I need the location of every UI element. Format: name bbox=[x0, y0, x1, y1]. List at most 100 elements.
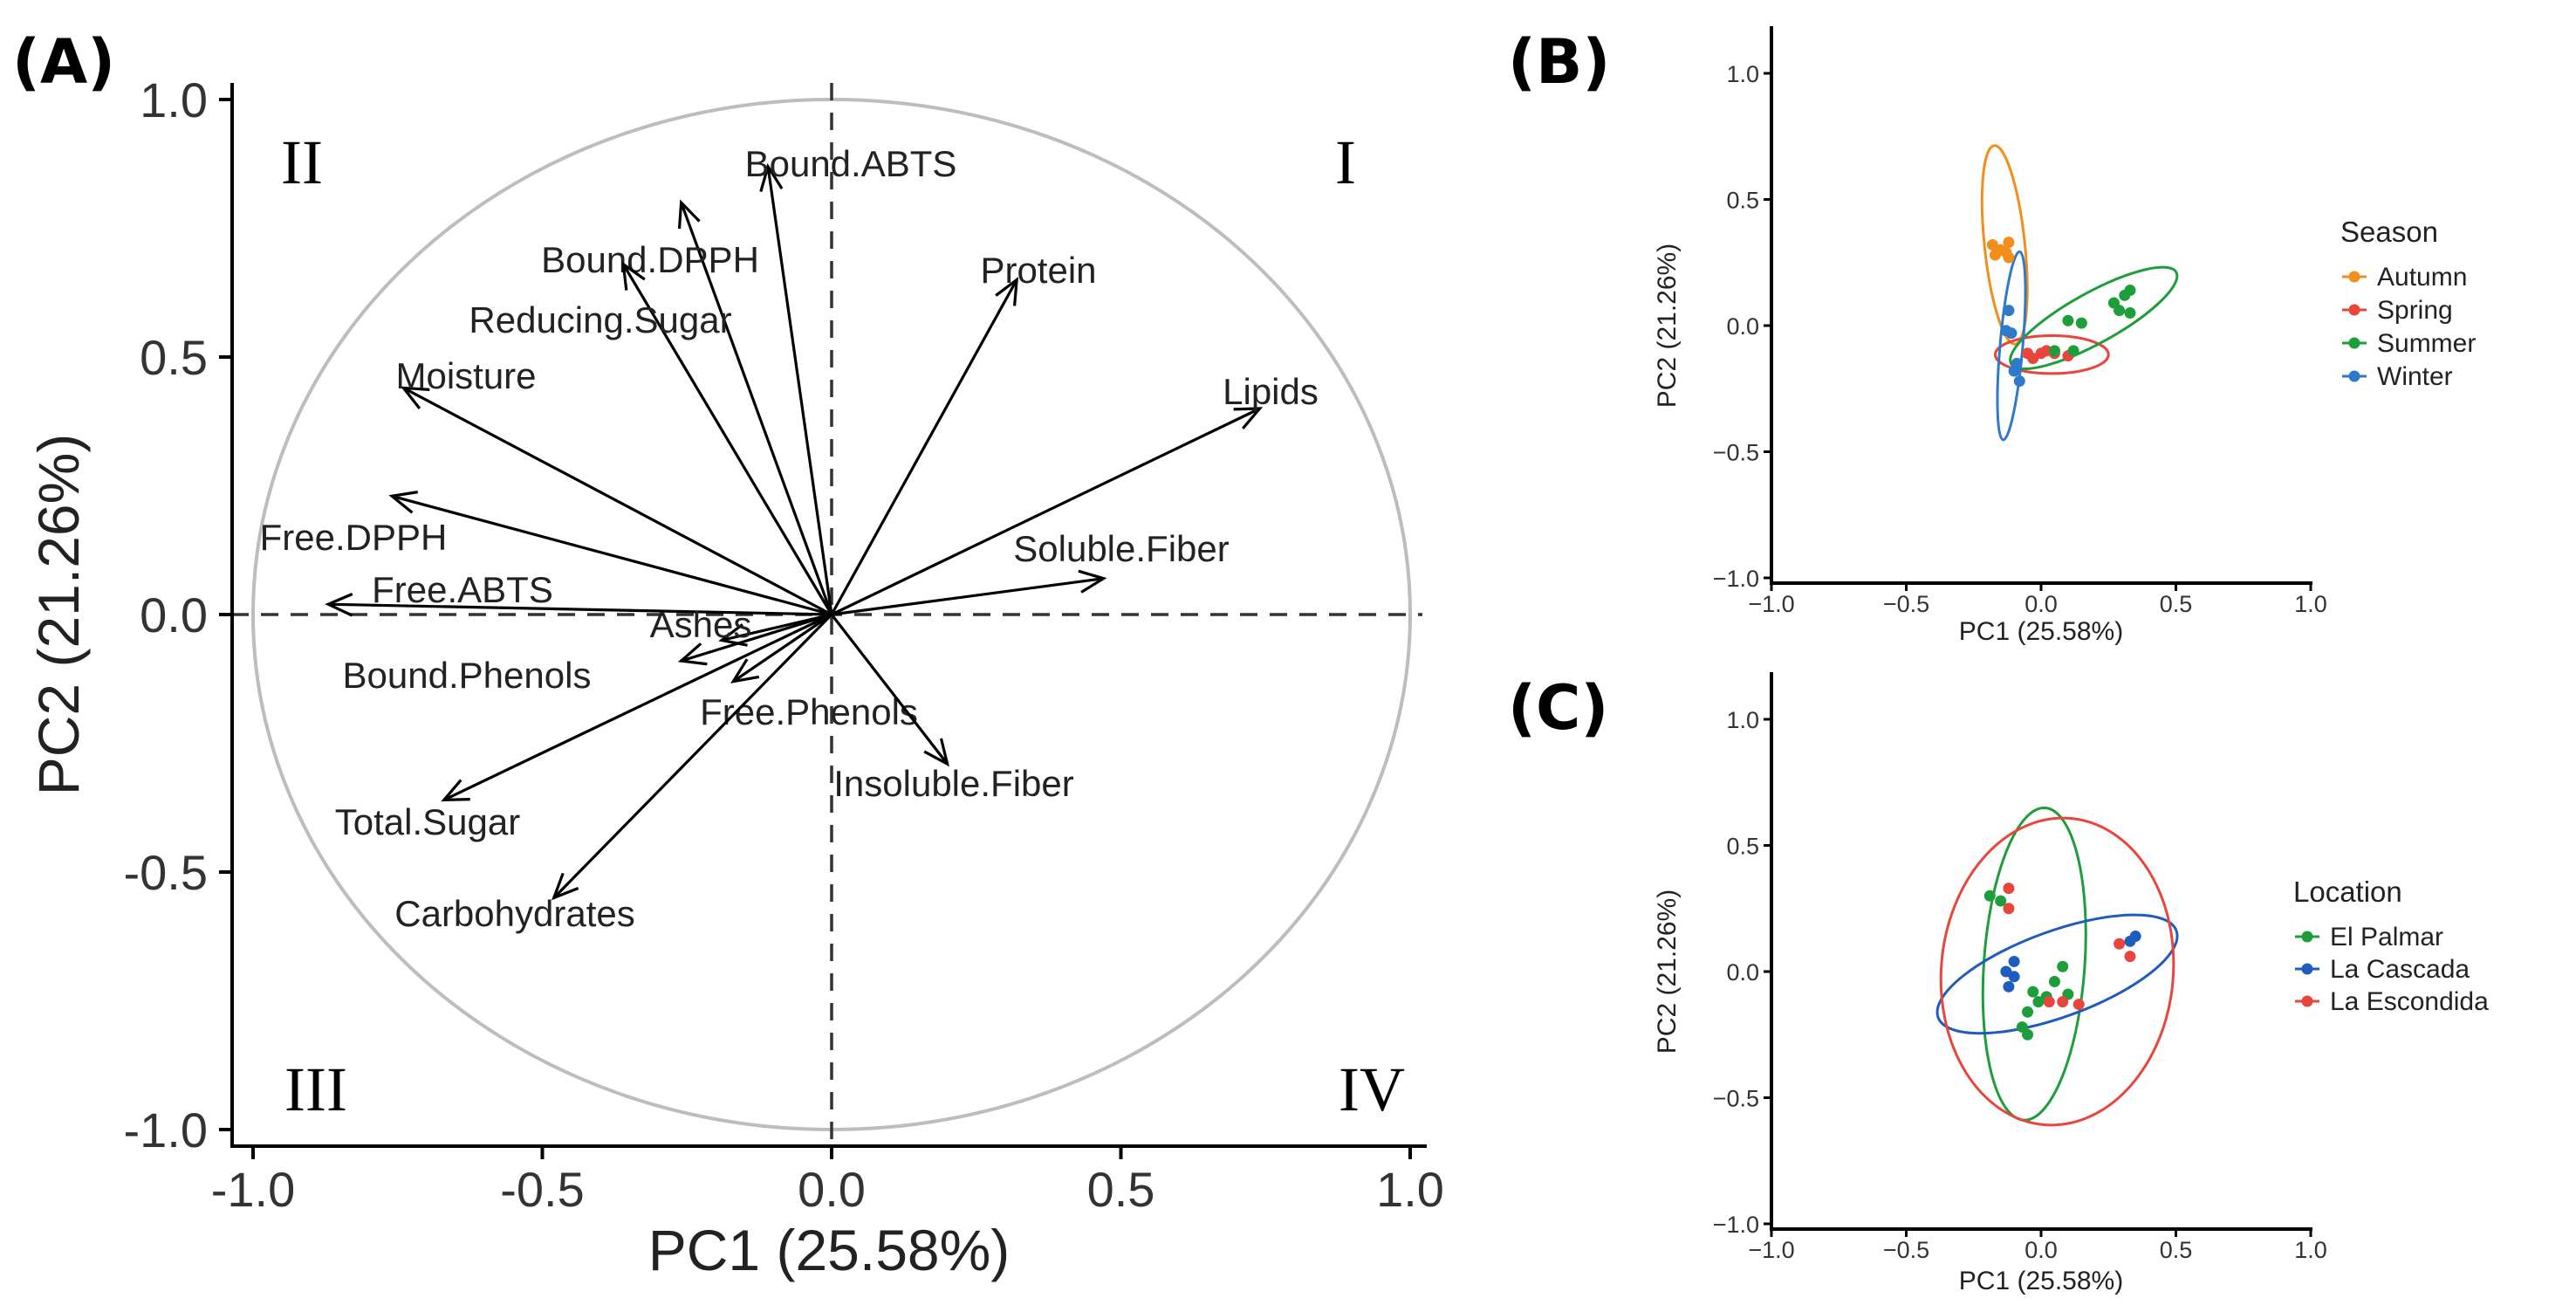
point-summer bbox=[2124, 307, 2136, 319]
point-summer bbox=[2124, 285, 2136, 297]
legend-label-spring: Spring bbox=[2377, 296, 2453, 325]
point-el-palmar bbox=[1983, 890, 1996, 902]
vector-label-soluble-fiber: Soluble.Fiber bbox=[1013, 528, 1229, 569]
point-autumn bbox=[2003, 237, 2015, 249]
panel-a-x-axis-title: PC1 (25.58%) bbox=[648, 1218, 1011, 1282]
panel-c-x-tick-label: −0.5 bbox=[1883, 1237, 1929, 1263]
loading-vector-free-abts: Free.ABTS bbox=[325, 569, 832, 617]
panel-b-x-tick-label: 0.5 bbox=[2160, 591, 2193, 617]
ellipse-winter bbox=[1996, 250, 2027, 442]
panel-a-y-tick-label: -0.5 bbox=[124, 845, 209, 900]
panel-b-y-tick-label: −1.0 bbox=[1713, 566, 1759, 592]
point-summer bbox=[2075, 317, 2087, 329]
loading-vector-free-dpph: Free.DPPH bbox=[260, 491, 832, 616]
panel-b-season-scores: −1.0−1.0 −0.5 −0.5 0.0 0.0 0.5 0.5 1.0 1.0 PC1 (… bbox=[1653, 26, 2476, 646]
point-el-palmar bbox=[2057, 960, 2069, 972]
vector-label-free-abts: Free.ABTS bbox=[372, 569, 553, 610]
vector-label-reducing-sugar: Reducing.Sugar bbox=[469, 299, 731, 340]
panel-c-x-tick-label: −1.0 bbox=[1748, 1237, 1794, 1263]
panel-c-y-tick-label: 0.0 bbox=[1726, 959, 1759, 986]
point-la-escondida bbox=[2114, 938, 2126, 950]
loading-vector-bound-phenols: Bound.Phenols bbox=[343, 613, 832, 696]
quadrant-label-1: I bbox=[1335, 127, 1356, 197]
vector-label-free-phenols: Free.Phenols bbox=[700, 691, 918, 732]
panel-b-x-tick-label: −1.0 bbox=[1748, 591, 1794, 617]
panel-a-x-tick-label: 0.5 bbox=[1087, 1162, 1155, 1217]
point-la-escondida bbox=[2057, 996, 2069, 1008]
point-la-cascada bbox=[2003, 980, 2015, 993]
legend-label-summer: Summer bbox=[2377, 329, 2476, 358]
legend-label-autumn: Autumn bbox=[2377, 263, 2467, 292]
point-la-escondida bbox=[2043, 996, 2055, 1008]
legend-item-summer: Summer bbox=[2342, 329, 2476, 358]
point-winter bbox=[2000, 325, 2012, 337]
legend-label-winter: Winter bbox=[2377, 362, 2453, 391]
panel-b-x-axis-title: PC1 (25.58%) bbox=[1959, 617, 2123, 646]
loading-vector-carbohydrates: Carbohydrates bbox=[394, 613, 833, 934]
panel-c-y-tick-label: −1.0 bbox=[1713, 1212, 1759, 1238]
point-la-escondida bbox=[2003, 883, 2015, 895]
panel-c-y-axis-title: PC2 (21.26%) bbox=[1653, 890, 1682, 1054]
panel-a-x-tick-label: -1.0 bbox=[211, 1162, 296, 1217]
ellipse-el-palmar bbox=[1981, 807, 2087, 1122]
vector-label-protein: Protein bbox=[980, 250, 1096, 291]
panel-c-x-tick-label: 0.5 bbox=[2160, 1237, 2193, 1263]
legend-label-la-cascada: La Cascada bbox=[2330, 955, 2470, 984]
panel-b-y-tick-label: −0.5 bbox=[1713, 440, 1759, 466]
panel-b-y-tick-label: 1.0 bbox=[1726, 61, 1759, 87]
panel-b-y-axis-title: PC2 (21.26%) bbox=[1653, 244, 1682, 408]
vector-label-insoluble-fiber: Insoluble.Fiber bbox=[833, 763, 1073, 804]
panel-c-y-tick-label: −0.5 bbox=[1713, 1086, 1759, 1112]
legend-label-el-palmar: El Palmar bbox=[2330, 923, 2443, 951]
loading-vector-total-sugar: Total.Sugar bbox=[335, 613, 832, 842]
loading-vector-reducing-sugar: Reducing.Sugar bbox=[469, 261, 833, 615]
panel-c-y-tick-label: 0.5 bbox=[1726, 834, 1759, 860]
point-autumn bbox=[1986, 239, 1998, 251]
point-summer bbox=[2067, 345, 2079, 357]
point-la-escondida bbox=[2124, 951, 2136, 963]
loading-vector-insoluble-fiber: Insoluble.Fiber bbox=[830, 614, 1074, 804]
panel-c-x-tick-label: 0.0 bbox=[2024, 1237, 2058, 1263]
panel-b-y-tick-label: 0.5 bbox=[1726, 188, 1759, 214]
point-el-palmar bbox=[2032, 996, 2045, 1008]
point-winter bbox=[2003, 305, 2015, 317]
panel-b-x-tick-label: 1.0 bbox=[2294, 591, 2327, 617]
point-summer bbox=[2114, 305, 2126, 317]
vector-label-bound-dpph: Bound.DPPH bbox=[541, 239, 759, 280]
panel-c-x-tick-label: 1.0 bbox=[2294, 1237, 2327, 1263]
panel-a-y-tick-label: 0.0 bbox=[140, 587, 208, 642]
panel-label-a: (A) bbox=[12, 26, 115, 98]
panel-b-x-tick-label: 0.0 bbox=[2024, 591, 2058, 617]
legend-item-autumn: Autumn bbox=[2342, 263, 2467, 292]
vector-label-free-dpph: Free.DPPH bbox=[260, 517, 448, 558]
legend-item-spring: Spring bbox=[2342, 296, 2453, 325]
vector-label-carbohydrates: Carbohydrates bbox=[394, 893, 634, 934]
panel-c-y-tick-label: 1.0 bbox=[1726, 707, 1759, 733]
legend-item-la-escondida: La Escondida bbox=[2295, 987, 2489, 1016]
loading-vector-soluble-fiber: Soluble.Fiber bbox=[831, 528, 1230, 616]
legend-item-winter: Winter bbox=[2342, 362, 2453, 391]
loading-vector-bound-abts: Bound.ABTS bbox=[745, 143, 956, 615]
point-el-palmar bbox=[2027, 986, 2039, 998]
point-winter bbox=[2013, 375, 2025, 388]
point-el-palmar bbox=[2022, 1028, 2034, 1041]
panel-a-biplot: Bound.ABTS Bound.DPPH Reducing.Sugar Protei… bbox=[26, 72, 1444, 1282]
point-el-palmar bbox=[1995, 895, 2007, 907]
panel-label-c: (C) bbox=[1508, 672, 1608, 744]
point-spring bbox=[2027, 353, 2039, 365]
vector-label-ashes: Ashes bbox=[650, 604, 752, 645]
panel-a-y-tick-label: -1.0 bbox=[124, 1102, 209, 1157]
panel-a-y-axis-title: PC2 (21.26%) bbox=[26, 434, 91, 796]
legend-label-la-escondida: La Escondida bbox=[2330, 987, 2489, 1016]
point-la-escondida bbox=[2072, 999, 2085, 1011]
panel-b-legend-title: Season bbox=[2340, 216, 2438, 248]
quadrant-label-3: III bbox=[284, 1054, 347, 1124]
quadrant-label-4: IV bbox=[1339, 1054, 1405, 1124]
panel-a-y-tick-label: 1.0 bbox=[140, 72, 208, 127]
point-winter bbox=[2011, 357, 2023, 369]
vector-label-total-sugar: Total.Sugar bbox=[335, 801, 520, 842]
panel-a-x-tick-label: 1.0 bbox=[1376, 1162, 1444, 1217]
loading-vector-lipids: Lipids bbox=[831, 371, 1319, 616]
point-summer bbox=[2062, 314, 2074, 326]
